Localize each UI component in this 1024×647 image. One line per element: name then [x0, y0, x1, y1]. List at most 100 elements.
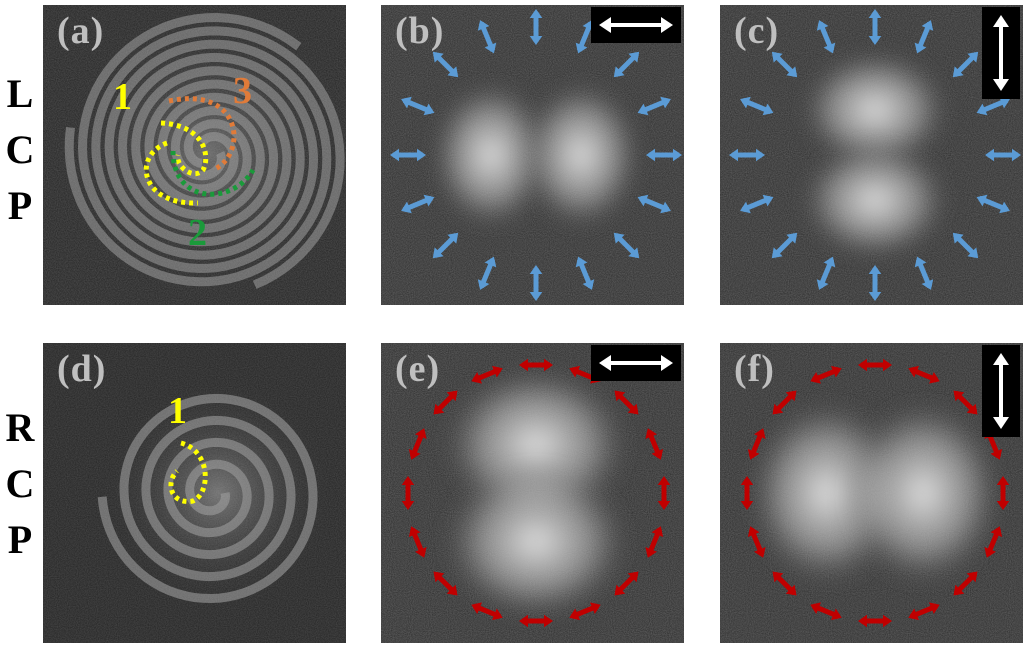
polarization-arrow: [810, 602, 842, 621]
polarization-arrow: [646, 148, 682, 162]
panel-label: (b): [395, 10, 445, 52]
polarization-arrow: [976, 96, 1010, 116]
polarization-arrow: [614, 390, 639, 415]
panel-c-lobes-image: (c): [720, 5, 1023, 305]
panel-e-lobes-image: (e): [381, 343, 684, 643]
polarization-arrow: [529, 9, 543, 45]
analyzer-box: [982, 7, 1020, 99]
double-arrow-vertical-icon: [993, 353, 1009, 429]
arm-3-trace: [168, 96, 237, 173]
arm-2-trace: [170, 150, 256, 197]
polarization-arrow: [519, 614, 553, 628]
polarization-arrow: [953, 390, 978, 415]
polarization-arrow: [908, 365, 940, 384]
polarization-arrow: [747, 526, 766, 558]
polarization-arrow: [569, 602, 601, 621]
polarization-arrow: [953, 571, 978, 596]
lobe-intensity-pattern: [720, 343, 1023, 643]
polarization-arrow: [613, 232, 640, 259]
row-label-rcp: R C P: [0, 400, 40, 568]
polarization-arrow: [433, 571, 458, 596]
polarization-arrow: [657, 476, 671, 510]
polarization-arrow: [408, 526, 427, 558]
arm-1-trace: [143, 140, 199, 206]
panel-b-lobes-image: (b): [381, 5, 684, 305]
panel-label: (c): [734, 10, 780, 52]
spiral-interference-pattern: [43, 5, 346, 305]
polarization-arrow: [816, 20, 836, 54]
polarization-arrow: [914, 20, 934, 54]
arm-1-trace: [168, 440, 208, 504]
polarization-arrow: [637, 96, 671, 116]
polarization-arrow: [984, 526, 1003, 558]
polarization-arrow: [952, 232, 979, 259]
polarization-arrow: [471, 602, 503, 621]
arm-label-1: 1: [113, 76, 132, 118]
polarization-arrow: [740, 96, 774, 116]
spiral-interference-pattern: [43, 343, 346, 643]
polarization-arrow: [433, 390, 458, 415]
polarization-arrow: [908, 602, 940, 621]
panel-f-lobes-image: (f): [720, 343, 1023, 643]
polarization-arrow: [401, 476, 415, 510]
polarization-arrow: [976, 194, 1010, 214]
polarization-arrow: [858, 614, 892, 628]
panel-label: (d): [57, 348, 107, 390]
arm-label-2: 2: [188, 212, 207, 254]
row-letter: C: [5, 461, 35, 506]
polarization-arrow: [432, 232, 459, 259]
polarization-arrow: [771, 51, 798, 78]
polarization-arrow: [645, 526, 664, 558]
polarization-arrow: [471, 365, 503, 384]
polarization-arrow: [401, 96, 435, 116]
polarization-arrow: [432, 51, 459, 78]
polarization-arrow: [401, 194, 435, 214]
double-arrow-horizontal-icon: [599, 17, 673, 33]
lobe-intensity-pattern: [381, 5, 684, 305]
panel-label: (f): [734, 348, 775, 390]
panel-label: (a): [57, 10, 105, 52]
polarization-arrow: [771, 232, 798, 259]
polarization-arrow: [613, 51, 640, 78]
double-arrow-horizontal-icon: [599, 355, 673, 371]
polarization-arrow: [914, 256, 934, 290]
row-letter: R: [5, 405, 35, 450]
polarization-arrow: [772, 390, 797, 415]
polarization-arrow: [996, 476, 1010, 510]
polarization-arrow: [740, 194, 774, 214]
polarization-arrow: [408, 428, 427, 460]
polarization-arrow: [477, 20, 497, 54]
polarization-arrow: [810, 365, 842, 384]
polarization-arrow: [614, 571, 639, 596]
analyzer-box: [982, 345, 1020, 437]
polarization-arrow: [772, 571, 797, 596]
panel-d-spiral-image: (d) 1: [43, 343, 346, 643]
polarization-arrow: [519, 358, 553, 372]
analyzer-box: [591, 345, 681, 381]
arm-label-1: 1: [168, 390, 187, 432]
polarization-arrow: [747, 428, 766, 460]
polarization-arrow: [816, 256, 836, 290]
polarization-arrow: [637, 194, 671, 214]
polarization-arrow: [740, 476, 754, 510]
polarization-arrow: [985, 148, 1021, 162]
polarization-arrow: [529, 265, 543, 301]
row-letter: P: [7, 183, 33, 228]
row-letter: P: [7, 517, 33, 562]
arm-label-3: 3: [233, 70, 252, 112]
panel-a-spiral-image: (a) 1 3 2: [43, 5, 346, 305]
polarization-arrow: [645, 428, 664, 460]
polarization-arrow: [858, 358, 892, 372]
lobe-intensity-pattern: [720, 5, 1023, 305]
analyzer-box: [591, 7, 681, 43]
polarization-arrow: [477, 256, 497, 290]
polarization-arrow: [729, 148, 765, 162]
polarization-arrow: [390, 148, 426, 162]
row-letter: L: [6, 71, 34, 116]
panel-label: (e): [395, 348, 441, 390]
polarization-arrow: [868, 265, 882, 301]
double-arrow-vertical-icon: [993, 15, 1009, 91]
polarization-arrow: [952, 51, 979, 78]
polarization-arrow: [868, 9, 882, 45]
polarization-arrow: [575, 256, 595, 290]
